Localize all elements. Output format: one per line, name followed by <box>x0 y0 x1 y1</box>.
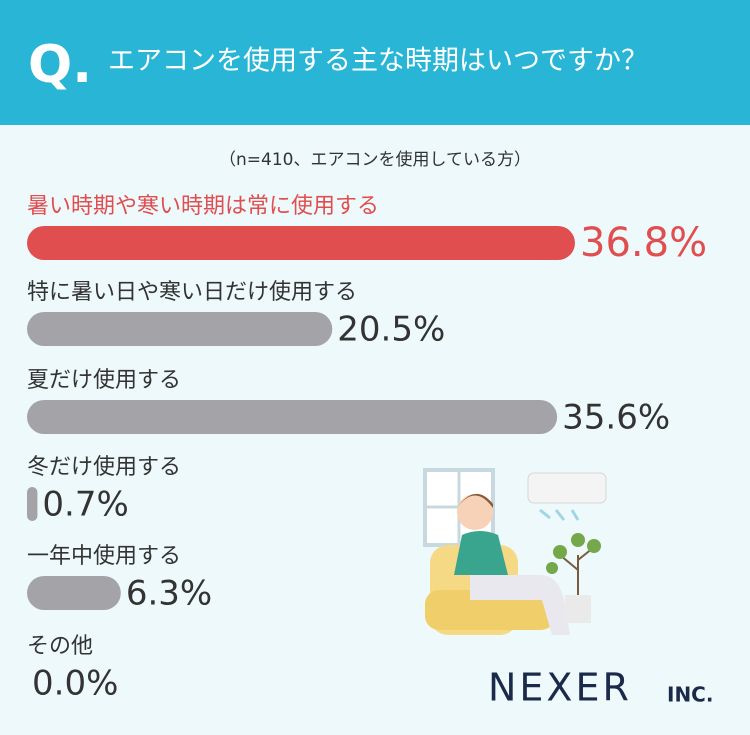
category-label: その他 <box>27 634 93 659</box>
chart-title: エアコンを使用する主な時期はいつですか？ <box>108 46 648 77</box>
question-mark: Q. <box>28 35 92 95</box>
category-label: 暑い時期や寒い時期は常に使用する <box>27 194 379 219</box>
brand-suffix: INC. <box>667 683 713 707</box>
category-label: 一年中使用する <box>27 544 181 569</box>
bar <box>27 312 333 346</box>
header <box>0 0 750 125</box>
subtitle: （n=410、エアコンを使用している方） <box>219 149 531 170</box>
value-label: 36.8% <box>580 220 707 266</box>
value-label: 35.6% <box>562 398 670 438</box>
category-label: 冬だけ使用する <box>27 455 181 480</box>
value-label: 6.3% <box>126 574 212 614</box>
bar <box>27 487 38 521</box>
value-label: 20.5% <box>337 310 445 350</box>
category-label: 夏だけ使用する <box>27 368 181 393</box>
illustration <box>423 468 607 635</box>
bar <box>27 400 558 434</box>
value-label: 0.0% <box>32 664 118 704</box>
category-label: 特に暑い日や寒い日だけ使用する <box>27 280 357 305</box>
brand: NEXER <box>488 666 632 710</box>
bar <box>27 226 575 260</box>
value-label: 0.7% <box>42 485 128 525</box>
bar <box>27 576 121 610</box>
